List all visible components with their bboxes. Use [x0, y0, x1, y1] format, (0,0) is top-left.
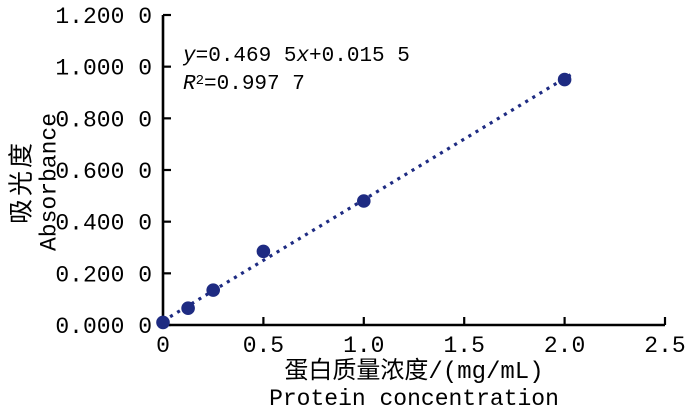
x-tick-label: 1.0	[343, 333, 384, 359]
y-tick-label: 0.800 0	[55, 107, 152, 133]
x-tick-label: 2.5	[644, 333, 685, 359]
y-tick-label: 0.400 0	[55, 211, 152, 237]
equation-x-variable: x	[296, 45, 310, 68]
r-squared-annotation: R2=0.997 7	[183, 69, 410, 97]
annotation-block: y=0.469 5x+0.015 5 R2=0.997 7	[183, 44, 410, 97]
r-variable: R	[183, 73, 196, 96]
y-tick-label: 1.200 0	[55, 4, 152, 30]
data-point	[256, 244, 271, 259]
equation-slope-part: =0.469 5	[195, 45, 297, 68]
x-axis-title: 蛋白质量浓度/(mg/mL) Protein concentration	[163, 359, 665, 413]
equation-y-variable: y	[183, 45, 196, 68]
r-squared-value: =0.997 7	[204, 73, 305, 96]
x-axis-title-english: Protein concentration	[269, 386, 559, 412]
y-tick-label: 1.000 0	[55, 56, 152, 82]
y-axis-title-english: Absorbance	[36, 112, 63, 252]
equation-intercept-part: +0.015 5	[309, 45, 410, 68]
data-point	[181, 301, 195, 316]
regression-equation: y=0.469 5x+0.015 5	[183, 44, 410, 69]
x-tick-label: 0	[156, 333, 170, 359]
data-point	[206, 283, 220, 297]
y-tick-label: 0.600 0	[55, 159, 152, 185]
y-axis-title-chinese: 吸光度	[8, 139, 38, 225]
x-tick-label: 1.5	[443, 333, 484, 359]
y-tick-label: 0.200 0	[55, 262, 152, 288]
x-tick-label: 2.0	[544, 333, 585, 359]
data-point	[357, 194, 371, 208]
y-tick-label: 0.000 0	[55, 314, 152, 340]
x-tick-label: 0.5	[243, 333, 284, 359]
data-point	[156, 315, 170, 330]
data-point	[557, 72, 572, 87]
x-axis-title-chinese: 蛋白质量浓度/(mg/mL)	[284, 359, 544, 386]
r-exponent: 2	[195, 73, 205, 89]
